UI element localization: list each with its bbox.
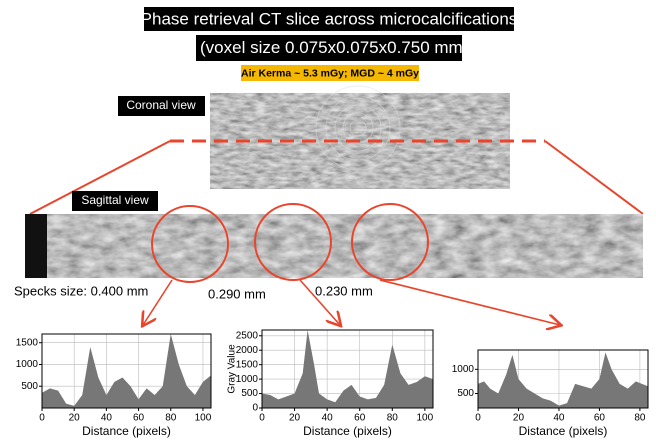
x-tick-label: 60	[133, 413, 145, 424]
x-tick-label: 0	[39, 413, 45, 424]
speck-label: Specks size: 0.400 mm	[14, 283, 148, 298]
x-tick-label: 80	[165, 413, 177, 424]
subtitle-sup: 3	[463, 34, 470, 49]
x-tick-label: 100	[417, 413, 434, 424]
x-tick-label: 100	[195, 413, 212, 424]
y-tick-label: 1000	[452, 364, 475, 375]
sagittal-image	[25, 214, 643, 278]
x-tick-label: 0	[259, 413, 265, 424]
subtitle: (voxel size 0.075x0.075x0.750 mm3)	[200, 34, 476, 57]
x-tick-label: 0	[475, 413, 481, 424]
dose: Air Kerma ~ 5.3 mGy; MGD ~ 4 mGy	[241, 67, 419, 79]
x-tick-label: 80	[634, 413, 646, 424]
sagittal-label: Sagittal view	[81, 193, 149, 207]
projection-line	[545, 141, 643, 214]
x-tick-label: 40	[322, 413, 334, 424]
x-tick-label: 40	[101, 413, 113, 424]
speck-label: 0.290 mm	[208, 286, 266, 301]
y-tick-label: 2500	[236, 330, 259, 341]
title: Phase retrieval CT slice across microcal…	[141, 9, 518, 28]
speck-label: 0.230 mm	[315, 283, 373, 298]
x-tick-label: 40	[553, 413, 565, 424]
y-tick-label: 2000	[236, 345, 259, 356]
x-tick-label: 60	[354, 413, 366, 424]
figure: Phase retrieval CT slice across microcal…	[0, 0, 656, 440]
subtitle-end: )	[470, 38, 476, 57]
x-tick-label: 20	[289, 413, 301, 424]
y-tick-label: 500	[21, 381, 38, 392]
y-tick-label: 500	[457, 388, 474, 399]
y-tick-label: 1500	[236, 359, 259, 370]
x-axis-label: Distance (pixels)	[303, 424, 392, 438]
y-tick-label: 1000	[16, 359, 39, 370]
y-tick-label: 1000	[236, 374, 259, 385]
x-tick-label: 20	[513, 413, 525, 424]
y-tick-label: 1500	[16, 337, 39, 348]
x-tick-label: 60	[594, 413, 606, 424]
x-tick-label: 20	[69, 413, 81, 424]
subtitle-text: (voxel size 0.075x0.075x0.750 mm	[200, 38, 463, 57]
x-axis-label: Distance (pixels)	[82, 424, 171, 438]
y-axis-label: Gray Value	[227, 344, 238, 394]
sagittal-edge	[25, 214, 47, 278]
y-tick-label: 0	[252, 403, 258, 414]
x-axis-label: Distance (pixels)	[519, 424, 608, 438]
coronal-label: Coronal view	[126, 98, 196, 112]
y-tick-label: 500	[241, 388, 258, 399]
x-tick-label: 80	[387, 413, 399, 424]
